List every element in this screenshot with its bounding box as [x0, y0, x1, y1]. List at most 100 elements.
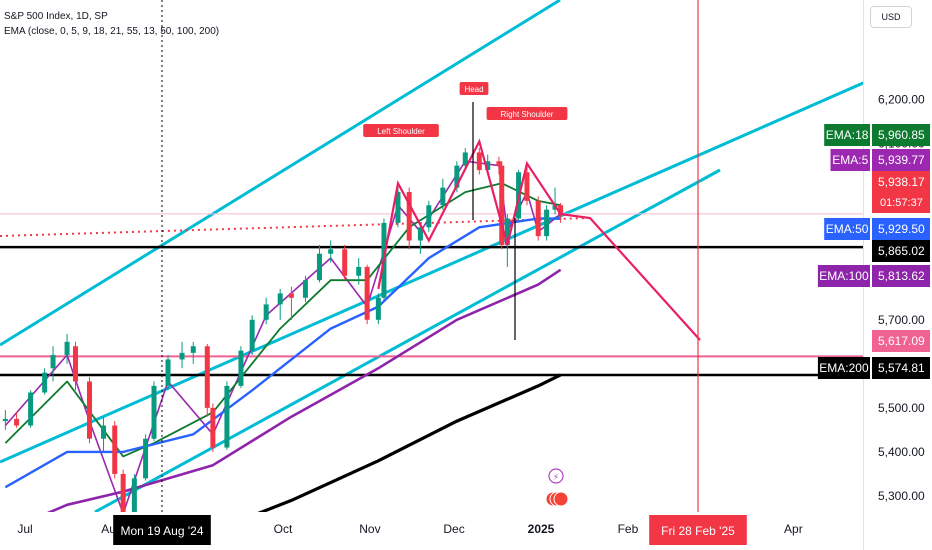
candle [131, 473, 137, 512]
candle-body [64, 341, 70, 356]
candle [499, 161, 505, 250]
annotation-text: Head [464, 85, 483, 94]
candle-body [375, 297, 381, 320]
candle-body [406, 192, 412, 241]
chart-legend: S&P 500 Index, 1D, SP EMA (close, 0, 5, … [4, 9, 219, 39]
price-tag-value: 5,929.50 [878, 222, 925, 236]
price-tag: 5,574.81 EMA:200 [817, 357, 930, 379]
candle [342, 244, 348, 281]
candle-body [504, 218, 510, 245]
candle [64, 333, 70, 364]
candle-body [496, 161, 502, 166]
candle-body [277, 293, 283, 305]
annotation-text: Left Shoulder [377, 127, 425, 136]
candle [316, 244, 322, 283]
y-tick-label: 6,200.00 [878, 93, 925, 107]
channel-line [94, 168, 721, 512]
candle [42, 368, 48, 395]
candle [2, 410, 8, 430]
candle-body [462, 152, 468, 166]
candle [120, 469, 126, 512]
y-tick-label: 5,500.00 [878, 401, 925, 415]
candle-body [101, 425, 107, 439]
candle-body [395, 192, 401, 223]
annotation-label: Right Shoulder [486, 107, 568, 120]
price-tag-label: EMA:50 [826, 222, 869, 236]
price-tag-value-box [872, 330, 930, 352]
price-tag-label: EMA:18 [826, 128, 869, 142]
candle-body [165, 359, 171, 386]
candle-body [14, 418, 20, 426]
candle [328, 240, 334, 263]
crosshair-label: Fri 28 Feb '25 [661, 524, 735, 538]
candle-body [143, 438, 149, 479]
candle [72, 341, 78, 391]
candle [395, 183, 401, 228]
price-tag-value-box [872, 171, 930, 213]
candle-body [316, 253, 322, 281]
candle [165, 355, 171, 391]
price-tag: 5,865.02 [872, 240, 930, 262]
candle-body [356, 266, 362, 276]
candle-body [224, 385, 230, 448]
candle [112, 421, 118, 479]
candle [440, 178, 446, 210]
ema-line-ema200 [257, 373, 562, 512]
channel-line [0, 0, 561, 347]
candle-body [120, 473, 126, 512]
plot-area: Left Shoulder Head Right Shoulder ⚡ [0, 0, 863, 512]
candle-body [238, 350, 244, 386]
candle-body [440, 187, 446, 206]
candle-body [417, 227, 423, 241]
candle [28, 390, 34, 428]
annotation-label: Head [459, 82, 489, 95]
price-tag-value-box [872, 265, 930, 287]
price-tag: 5,938.17 01:57:37 [872, 171, 930, 213]
price-tag-value: 5,939.77 [878, 153, 925, 167]
price-tag-value-box [872, 149, 930, 171]
candle [356, 258, 362, 285]
price-tag: 5,617.09 [872, 330, 930, 352]
price-tag-label-box [817, 357, 870, 379]
candle [210, 403, 216, 452]
candle-body [263, 304, 269, 320]
candle-body [87, 381, 92, 439]
candle-body [288, 293, 294, 298]
neckline-dotted [0, 217, 591, 237]
candle-body [179, 352, 185, 360]
ema-line-ema50 [4, 217, 561, 489]
candle-body [131, 478, 137, 512]
price-tag-value-box [872, 357, 930, 379]
candle-body [485, 161, 491, 171]
candle [87, 377, 92, 444]
y-tick-label: 5,400.00 [878, 445, 925, 459]
price-tag-label-box [824, 218, 870, 240]
price-tag-label-box [824, 124, 870, 146]
candle [238, 346, 244, 389]
candle [190, 341, 196, 364]
candle-body [42, 372, 48, 393]
candle-body [364, 266, 370, 320]
annotation-label: Left Shoulder [363, 124, 439, 137]
price-tag: 5,960.85 EMA:18 [824, 124, 930, 146]
annotation-box [363, 124, 439, 137]
price-tag-label: EMA:5 [832, 153, 868, 167]
price-tag-value: 5,574.81 [878, 361, 925, 375]
candle-body [210, 407, 216, 448]
candle [151, 381, 157, 441]
candle-body [499, 165, 505, 245]
candle [14, 412, 20, 428]
candle [426, 200, 432, 232]
currency-button[interactable]: USD [870, 6, 912, 28]
candle [179, 341, 185, 369]
indicator-title[interactable]: EMA (close, 0, 5, 9, 18, 21, 55, 13, 50,… [4, 26, 220, 37]
candle-body [535, 200, 541, 237]
price-tag: 5,939.77 EMA:5 [830, 149, 930, 171]
candle-body [72, 346, 78, 382]
y-tick-label: 5,700.00 [878, 313, 925, 327]
candle [417, 222, 423, 254]
symbol-title[interactable]: S&P 500 Index, 1D, SP [4, 11, 108, 22]
candle [288, 286, 294, 320]
candle [263, 297, 269, 325]
